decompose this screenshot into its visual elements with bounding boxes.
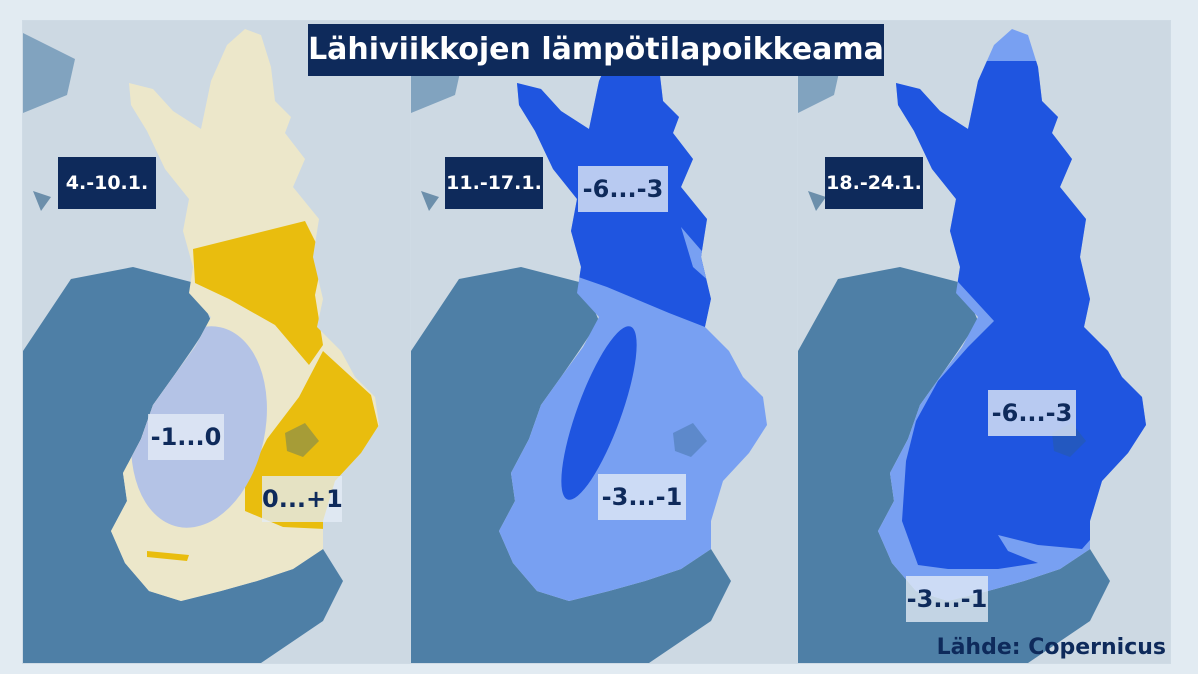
map-title: Lähiviikkojen lämpötilapoikkeama: [308, 24, 884, 76]
source-label: Lähde: Copernicus: [936, 635, 1166, 660]
date-label-week-3: 18.-24.1.: [825, 157, 923, 209]
anomaly-label-week-2-cold: -3...-1: [598, 474, 686, 520]
map-panel-week-1: [22, 20, 412, 664]
anomaly-label-week-1-cold: -1...0: [148, 414, 224, 460]
map-week-2: [411, 21, 799, 663]
anomaly-label-week-3-very-cold: -6...-3: [988, 390, 1076, 436]
map-panel-week-3: [797, 20, 1171, 664]
anomaly-label-week-1-warm: 0...+1: [262, 476, 343, 522]
map-week-3: [798, 21, 1170, 663]
anomaly-label-week-3-cold: -3...-1: [906, 576, 988, 622]
date-label-week-1: 4.-10.1.: [58, 157, 156, 209]
anomaly-label-week-2-very-cold: -6...-3: [578, 166, 668, 212]
date-label-week-2: 11.-17.1.: [445, 157, 543, 209]
map-week-1: [23, 21, 411, 663]
map-panel-week-2: [410, 20, 800, 664]
